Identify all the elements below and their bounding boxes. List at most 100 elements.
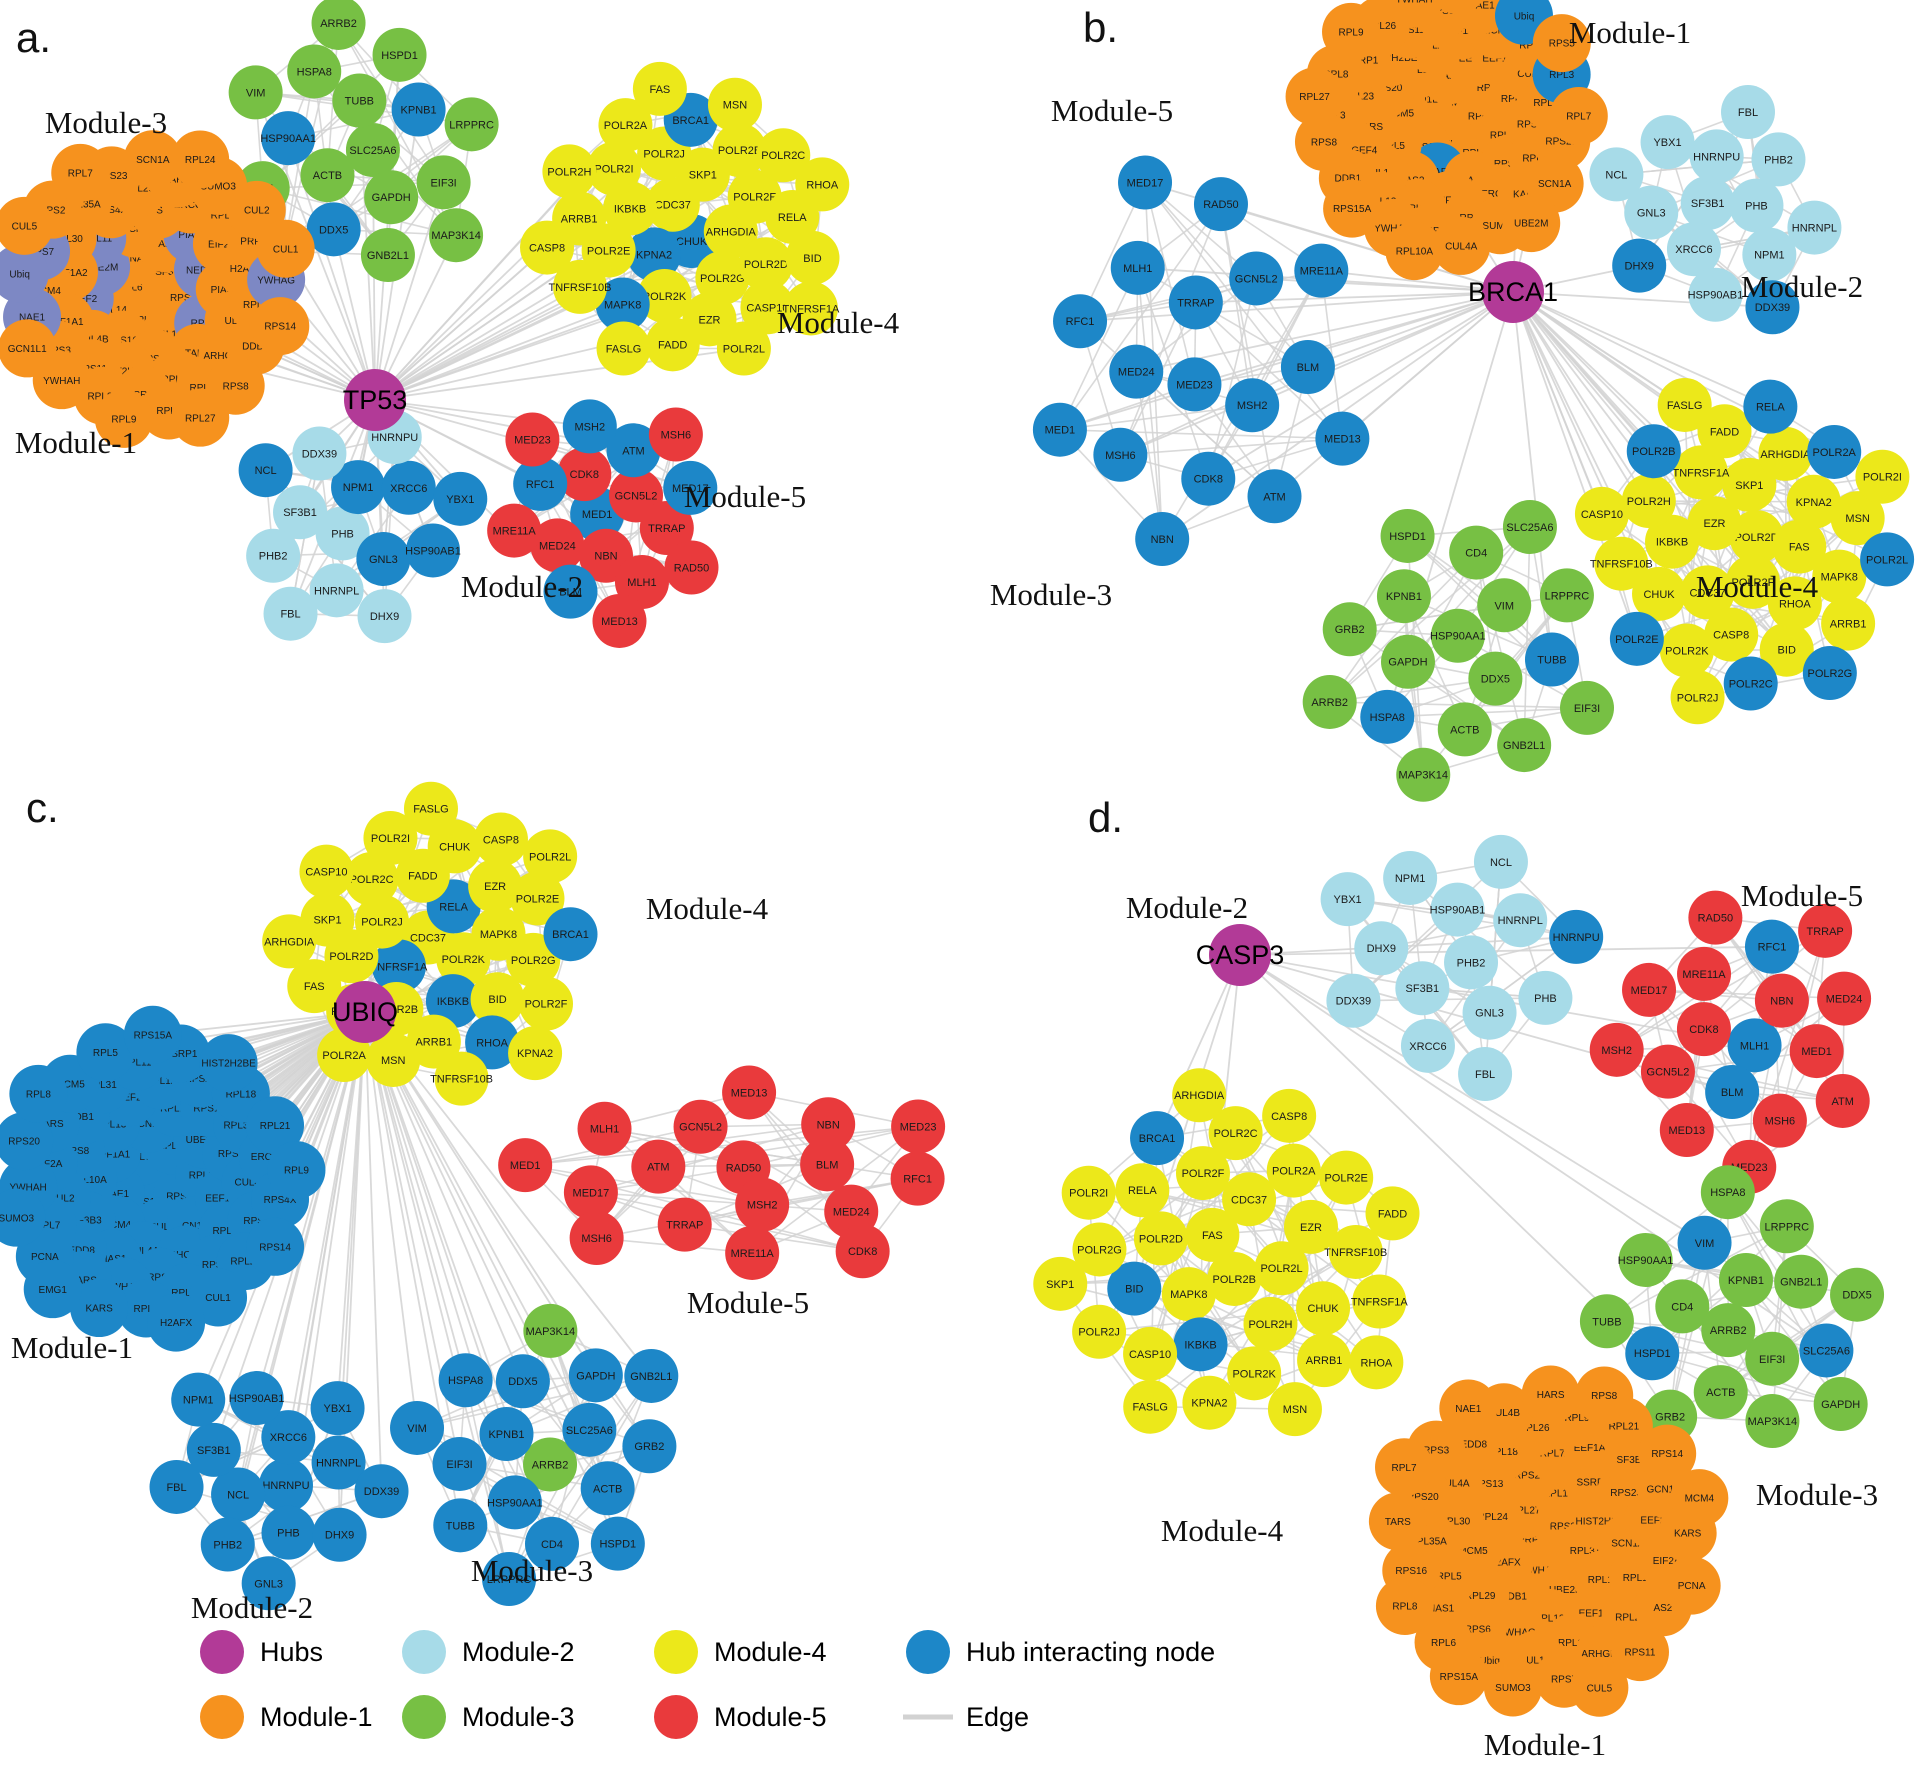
- node-xrcc6[interactable]: [1400, 1018, 1455, 1073]
- node-arrb2[interactable]: [1302, 674, 1357, 729]
- node-rad50[interactable]: [1688, 890, 1743, 945]
- node-tnfrsf10b[interactable]: [1328, 1224, 1383, 1279]
- node-med1[interactable]: [498, 1138, 553, 1193]
- node-lrpprc[interactable]: [444, 97, 499, 152]
- node-xrcc6[interactable]: [1666, 222, 1721, 277]
- node-cdk8[interactable]: [557, 447, 612, 502]
- node-phb2[interactable]: [200, 1517, 255, 1572]
- node-fbl[interactable]: [1721, 85, 1776, 140]
- node-cul4a[interactable]: [1432, 216, 1491, 275]
- node-gnl3[interactable]: [1462, 985, 1517, 1040]
- node-dhx9[interactable]: [357, 589, 412, 644]
- node-gapdh[interactable]: [1380, 634, 1435, 689]
- node-polr2j[interactable]: [1072, 1304, 1127, 1359]
- node-med23[interactable]: [1167, 357, 1222, 412]
- node-med17[interactable]: [1622, 962, 1677, 1017]
- node-map3k14[interactable]: [429, 208, 484, 263]
- node-hsp90ab1[interactable]: [1430, 882, 1485, 937]
- node-rfc1[interactable]: [1744, 919, 1799, 974]
- node-fas[interactable]: [287, 959, 342, 1014]
- node-polr2f[interactable]: [519, 976, 574, 1031]
- node-hspd1[interactable]: [1380, 508, 1435, 563]
- node-polr2b[interactable]: [712, 123, 767, 178]
- node-vim[interactable]: [390, 1400, 445, 1455]
- node-dhx9[interactable]: [1354, 921, 1409, 976]
- node-ikbkb[interactable]: [1645, 514, 1700, 569]
- hub-node-casp3[interactable]: [1209, 924, 1271, 986]
- node-rps14[interactable]: [251, 297, 310, 356]
- node-polr2d[interactable]: [1133, 1211, 1188, 1266]
- node-polr2k[interactable]: [1659, 623, 1714, 678]
- node-fbl[interactable]: [263, 586, 318, 641]
- node-phb[interactable]: [1518, 970, 1573, 1025]
- node-faslg[interactable]: [1657, 377, 1712, 432]
- node-nbn[interactable]: [801, 1097, 856, 1152]
- node-med24[interactable]: [1109, 344, 1164, 399]
- node-phb2[interactable]: [246, 528, 301, 583]
- node-mlh1[interactable]: [614, 554, 669, 609]
- node-ncl[interactable]: [238, 443, 293, 498]
- node-atm[interactable]: [606, 423, 661, 478]
- node-cdk8[interactable]: [835, 1224, 890, 1279]
- node-polr2f[interactable]: [1176, 1146, 1231, 1201]
- node-med13[interactable]: [1315, 411, 1370, 466]
- node-mapk8[interactable]: [1161, 1267, 1216, 1322]
- node-med24[interactable]: [530, 518, 585, 573]
- node-ncl[interactable]: [211, 1467, 266, 1522]
- node-gnl3[interactable]: [241, 1556, 296, 1611]
- node-vim[interactable]: [1477, 578, 1532, 633]
- node-kpna2[interactable]: [508, 1026, 563, 1081]
- node-gcn1l1[interactable]: [0, 319, 57, 378]
- node-hspa8[interactable]: [1700, 1165, 1755, 1220]
- node-gnb2l1[interactable]: [1497, 718, 1552, 773]
- node-mre11a[interactable]: [725, 1225, 780, 1280]
- node-ddx39[interactable]: [1326, 973, 1381, 1028]
- node-casp10[interactable]: [740, 280, 795, 335]
- node-hsp90aa1[interactable]: [261, 111, 316, 166]
- node-casp10[interactable]: [1123, 1326, 1178, 1381]
- node-skp1[interactable]: [1033, 1256, 1088, 1311]
- node-faslg[interactable]: [403, 781, 458, 836]
- node-cd4[interactable]: [1655, 1279, 1710, 1334]
- node-kpnb1[interactable]: [1376, 569, 1431, 624]
- node-med13[interactable]: [722, 1065, 777, 1120]
- node-ddx5[interactable]: [1830, 1267, 1885, 1322]
- node-tnfrsf1a[interactable]: [371, 939, 426, 994]
- node-gnb2l1[interactable]: [360, 228, 415, 283]
- node-dhx9[interactable]: [1612, 238, 1667, 293]
- node-xrcc6[interactable]: [381, 460, 436, 515]
- node-tnfrsf10b[interactable]: [553, 259, 608, 314]
- node-rps15a[interactable]: [1323, 179, 1382, 238]
- node-scn1a[interactable]: [123, 130, 182, 189]
- node-npm1[interactable]: [171, 1372, 226, 1427]
- node-hspa8[interactable]: [438, 1353, 493, 1408]
- node-tnfrsf10b[interactable]: [1594, 536, 1649, 591]
- node-msh6[interactable]: [648, 407, 703, 462]
- node-rpl9[interactable]: [1322, 2, 1381, 61]
- node-arhgdia[interactable]: [262, 914, 317, 969]
- node-rps16[interactable]: [1429, 0, 1487, 15]
- node-ikbkb[interactable]: [425, 974, 480, 1029]
- node-msn[interactable]: [1267, 1382, 1322, 1437]
- node-casp8[interactable]: [520, 220, 575, 275]
- node-gapdh[interactable]: [568, 1348, 623, 1403]
- node-bid[interactable]: [785, 230, 840, 285]
- hub-node-tp53[interactable]: [344, 369, 406, 431]
- node-rpl24[interactable]: [171, 130, 230, 189]
- node-polr2j[interactable]: [355, 894, 410, 949]
- node-mcm4[interactable]: [1670, 1469, 1729, 1528]
- node-atm[interactable]: [1815, 1073, 1870, 1128]
- node-hspd1[interactable]: [372, 27, 427, 82]
- node-sf3b1[interactable]: [1680, 176, 1735, 231]
- node-casp8[interactable]: [473, 812, 528, 867]
- node-hnrnpl[interactable]: [1493, 893, 1548, 948]
- node-polr2b[interactable]: [1626, 424, 1681, 479]
- node-fas[interactable]: [1185, 1207, 1240, 1262]
- node-casp8[interactable]: [1704, 607, 1759, 662]
- node-hnrnpu[interactable]: [1689, 129, 1744, 184]
- node-rps11[interactable]: [1610, 1623, 1669, 1682]
- node-lrpprc[interactable]: [482, 1552, 537, 1607]
- node-hsp90ab1[interactable]: [406, 523, 461, 578]
- node-med17[interactable]: [563, 1165, 618, 1220]
- node-map3k14[interactable]: [523, 1303, 578, 1358]
